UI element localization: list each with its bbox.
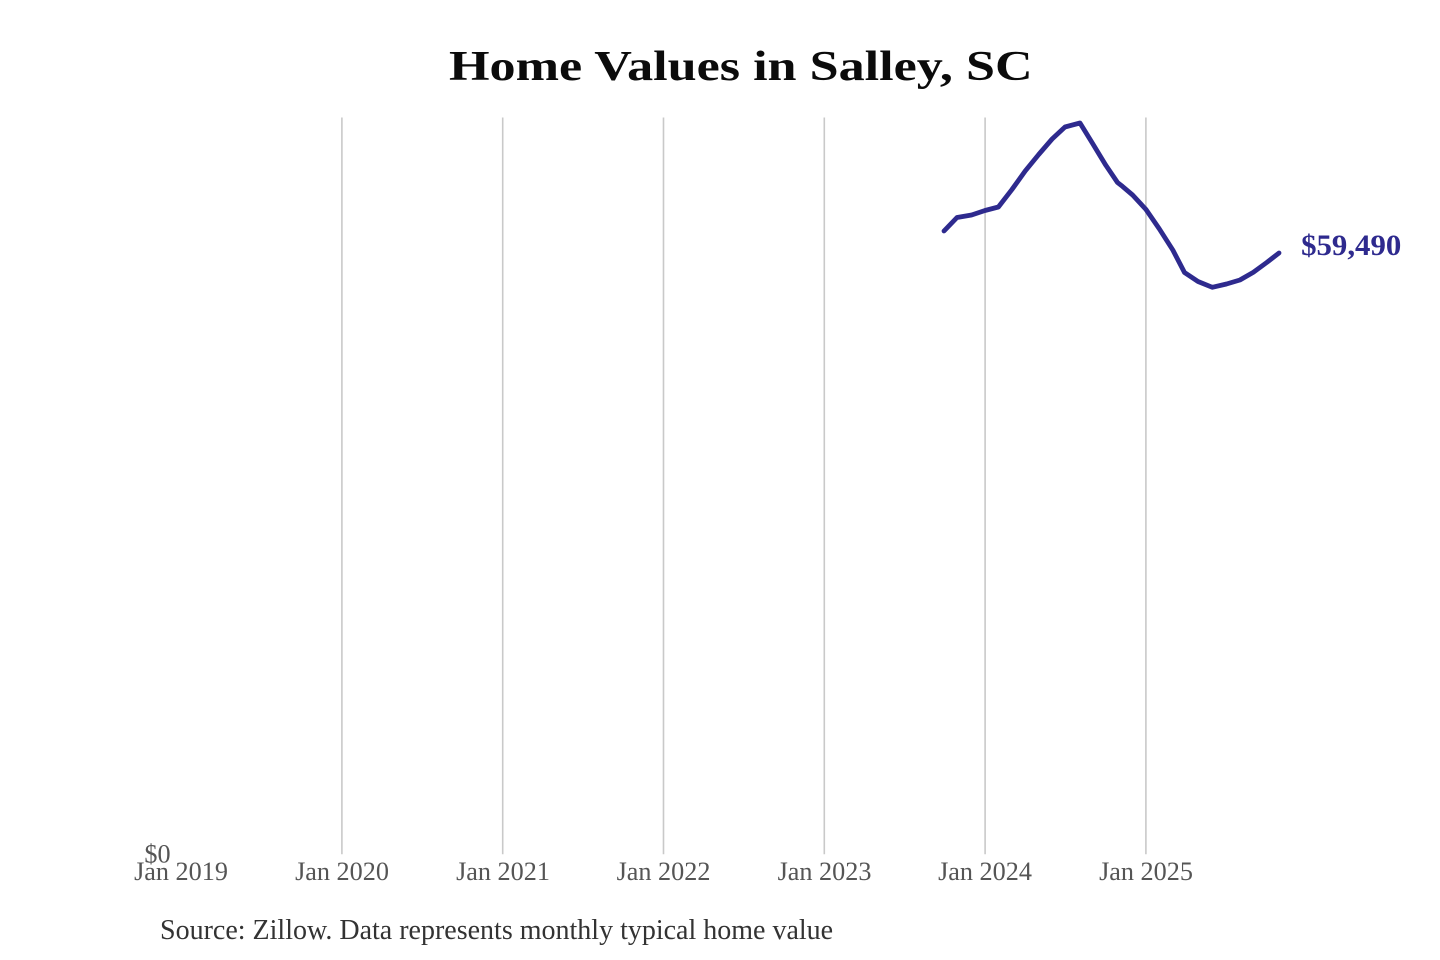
svg-text:$59,490: $59,490 [1301, 229, 1401, 262]
svg-text:Source: Zillow. Data represent: Source: Zillow. Data represents monthly … [160, 915, 833, 946]
svg-text:Jan 2024: Jan 2024 [938, 857, 1032, 886]
svg-text:Jan 2025: Jan 2025 [1099, 857, 1193, 886]
svg-text:Jan 2020: Jan 2020 [295, 857, 389, 886]
svg-text:Jan 2021: Jan 2021 [456, 857, 550, 886]
svg-text:Home Values in Salley, SC: Home Values in Salley, SC [449, 44, 1033, 90]
svg-text:$0: $0 [144, 840, 170, 869]
svg-text:Jan 2019: Jan 2019 [134, 857, 228, 886]
svg-text:Jan 2022: Jan 2022 [617, 857, 711, 886]
svg-text:Jan 2023: Jan 2023 [778, 857, 872, 886]
